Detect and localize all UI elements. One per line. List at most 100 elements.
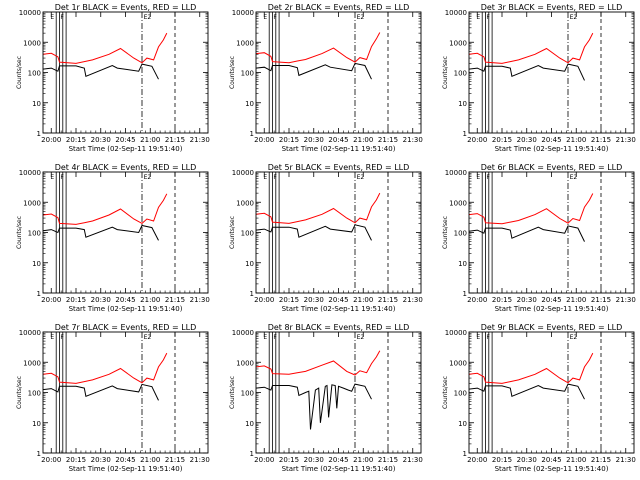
x-tick-label: 20:00 (41, 136, 61, 144)
x-tick-label: 20:00 (467, 456, 487, 464)
x-tick-label: 20:30 (304, 296, 324, 304)
x-tick-label: 20:15 (279, 296, 299, 304)
y-tick-label: 10 (32, 420, 41, 428)
flag-label: F (273, 14, 277, 21)
series-line-events (469, 225, 585, 242)
x-tick-label: 21:00 (566, 136, 586, 144)
y-tick-label: 100 (241, 390, 254, 398)
series-line-lld (256, 32, 381, 64)
y-axis-label: Counts/sec (16, 56, 23, 89)
y-tick-label: 1 (250, 290, 254, 298)
y-tick-label: 100 (454, 230, 467, 238)
x-tick-label: 20:45 (328, 136, 348, 144)
y-axis-label: Counts/sec (442, 56, 449, 89)
y-tick-label: 1000 (449, 39, 467, 47)
x-axis-label: Start Time (02-Sep-11 19:51:40) (495, 465, 609, 473)
series-line-lld (256, 350, 381, 376)
x-axis-label: Start Time (02-Sep-11 19:51:40) (282, 145, 396, 153)
flag-label: F (60, 334, 64, 341)
flag-label: E2 (570, 174, 578, 181)
flag-label: E2 (357, 174, 365, 181)
y-tick-label: 10 (245, 260, 254, 268)
detector-panel-7: Det 7r BLACK = Events, RED = LLD 1 10 100 10… (16, 323, 210, 473)
x-axis-label: Start Time (02-Sep-11 19:51:40) (282, 305, 396, 313)
series-line-lld (43, 352, 168, 384)
plot-frame (468, 171, 635, 294)
x-tick-label: 20:15 (66, 136, 86, 144)
y-tick-label: 1 (250, 450, 254, 458)
y-axis-label: Counts/sec (229, 376, 236, 409)
flag-label: E (263, 14, 267, 21)
y-tick-label: 100 (28, 390, 41, 398)
x-tick-label: 21:15 (165, 136, 185, 144)
x-tick-label: 20:45 (328, 456, 348, 464)
x-tick-label: 20:45 (115, 456, 135, 464)
y-tick-label: 1000 (236, 199, 254, 207)
y-axis-label: Counts/sec (442, 216, 449, 249)
x-tick-label: 21:15 (165, 296, 185, 304)
y-tick-label: 1000 (449, 199, 467, 207)
y-tick-label: 10 (458, 100, 467, 108)
x-tick-label: 21:30 (403, 296, 423, 304)
panel-title: Det 2r BLACK = Events, RED = LLD (268, 3, 410, 12)
detector-panel-5: Det 5r BLACK = Events, RED = LLD 1 10 100 10… (229, 163, 423, 313)
panel-title: Det 6r BLACK = Events, RED = LLD (481, 163, 623, 172)
x-tick-label: 21:15 (591, 456, 611, 464)
flag-label: E (263, 334, 267, 341)
x-tick-label: 21:30 (403, 456, 423, 464)
panel-title: Det 5r BLACK = Events, RED = LLD (268, 163, 410, 172)
x-tick-label: 20:30 (517, 296, 537, 304)
y-axis-label: Counts/sec (229, 216, 236, 249)
x-tick-label: 21:30 (190, 136, 210, 144)
y-tick-label: 10 (245, 420, 254, 428)
x-tick-label: 20:00 (254, 456, 274, 464)
detector-panel-9: Det 9r BLACK = Events, RED = LLD 1 10 100 10… (442, 323, 636, 473)
x-tick-label: 20:00 (467, 296, 487, 304)
flag-label: E (263, 174, 267, 181)
series-line-lld (43, 32, 168, 64)
x-tick-label: 20:30 (304, 456, 324, 464)
plot-frame (255, 331, 422, 454)
y-tick-label: 10000 (19, 169, 41, 177)
x-tick-label: 21:00 (140, 296, 160, 304)
x-tick-label: 21:15 (165, 456, 185, 464)
y-tick-label: 1000 (449, 359, 467, 367)
x-tick-label: 21:00 (140, 456, 160, 464)
series-line-events (43, 224, 159, 241)
y-axis-label: Counts/sec (16, 216, 23, 249)
detector-panel-4: Det 4r BLACK = Events, RED = LLD 1 10 100 10… (16, 163, 210, 313)
x-tick-label: 21:00 (353, 456, 373, 464)
flag-label: E (476, 14, 480, 21)
y-tick-label: 100 (241, 230, 254, 238)
plot-frame (42, 11, 209, 134)
y-tick-label: 1 (37, 290, 41, 298)
panel-title: Det 7r BLACK = Events, RED = LLD (55, 323, 197, 332)
y-tick-label: 100 (454, 390, 467, 398)
panel-title: Det 1r BLACK = Events, RED = LLD (55, 3, 197, 12)
y-tick-label: 10000 (232, 9, 254, 17)
plot-frame (255, 171, 422, 294)
panel-title: Det 9r BLACK = Events, RED = LLD (481, 323, 623, 332)
series-line-events (469, 383, 585, 400)
x-tick-label: 21:15 (378, 296, 398, 304)
y-tick-label: 10 (32, 260, 41, 268)
series-line-events (256, 383, 372, 430)
x-tick-label: 20:30 (517, 456, 537, 464)
flag-label: E (476, 334, 480, 341)
y-tick-label: 10 (245, 100, 254, 108)
y-tick-label: 100 (241, 70, 254, 78)
y-axis-label: Counts/sec (229, 56, 236, 89)
x-tick-label: 21:15 (591, 136, 611, 144)
x-tick-label: 21:30 (190, 456, 210, 464)
y-tick-label: 10000 (445, 329, 467, 337)
plot-frame (42, 331, 209, 454)
x-tick-label: 20:15 (492, 296, 512, 304)
flag-label: E (50, 14, 54, 21)
x-tick-label: 21:30 (616, 456, 636, 464)
flag-label: E2 (357, 334, 365, 341)
panel-title: Det 4r BLACK = Events, RED = LLD (55, 163, 197, 172)
x-tick-label: 20:15 (492, 456, 512, 464)
flag-label: F (60, 174, 64, 181)
y-tick-label: 1 (37, 450, 41, 458)
